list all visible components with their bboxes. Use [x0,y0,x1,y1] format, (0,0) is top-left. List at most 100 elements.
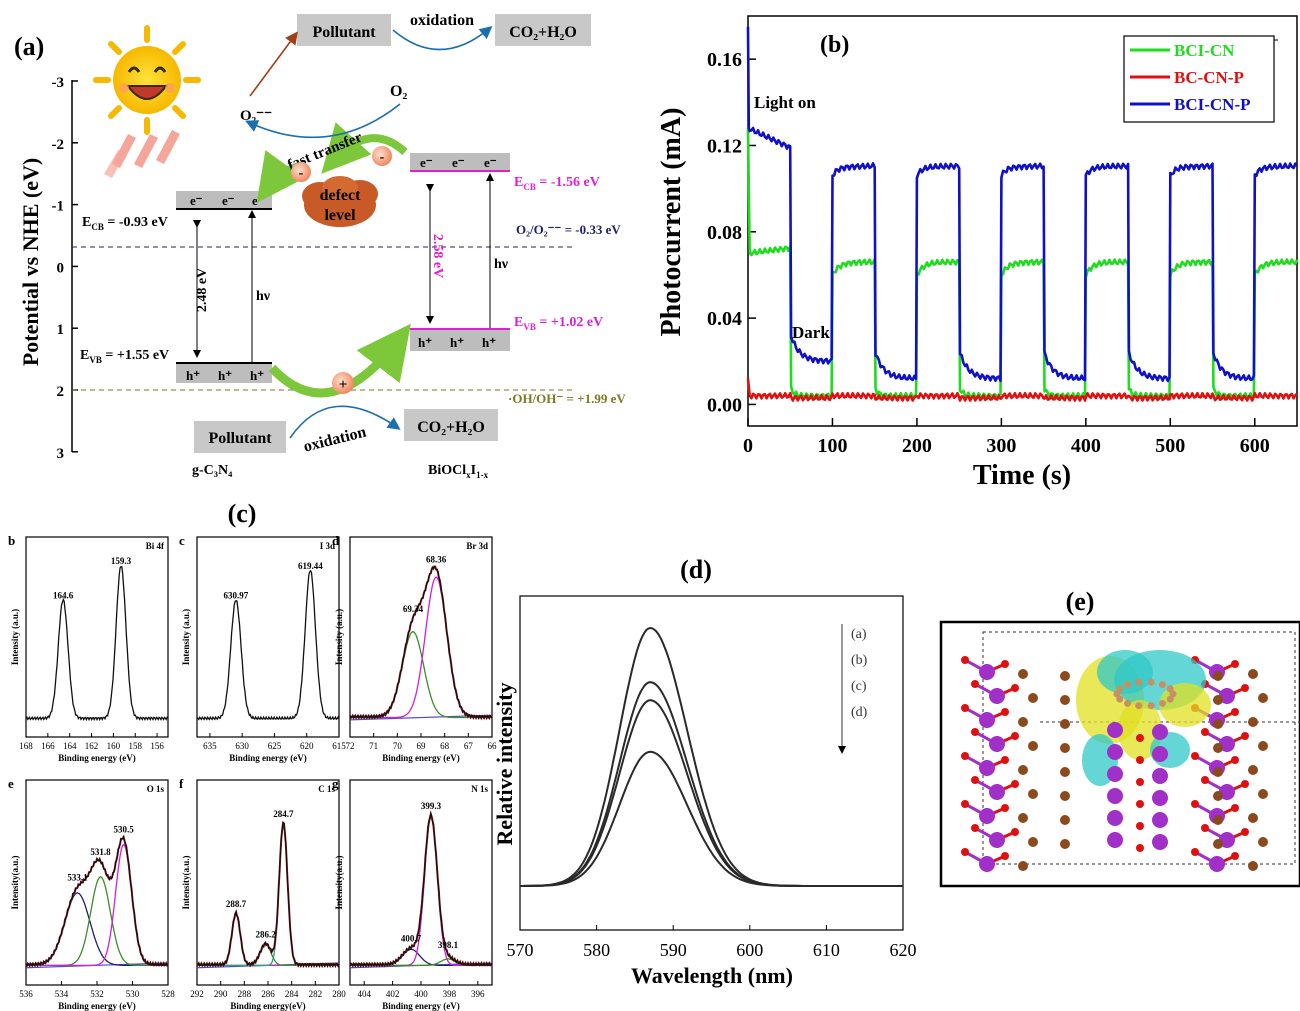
cl-atom [1258,789,1268,799]
cl-atom [1258,741,1268,751]
left-vb-holes: h⁺ h⁺ h⁺ [186,368,264,383]
xps-plot-frame [25,536,169,738]
cl-atom [1018,861,1028,871]
right-gap-label: 2.58 eV [430,234,445,278]
xps-xtick-label: 534 [55,989,69,999]
xps-fit-envelope [349,565,493,721]
cl-atom [1060,671,1070,681]
o-atom [971,824,979,832]
panel-b-ytick-label: 0.12 [707,135,742,157]
xps-x-axis-title: Binding energy (eV) [229,753,307,763]
bi-atom [1107,788,1123,804]
cl-atom [1028,789,1038,799]
panel-b-y-axis-title: Photocurrent (mA) [656,108,687,337]
cn-atom [1113,690,1121,698]
o-atom [961,800,969,808]
xps-spectrum [196,569,340,721]
xps-component-2 [26,843,168,967]
cl-atom [1060,695,1070,705]
xps-xtick-label: 528 [161,989,175,999]
bi-atom [1152,746,1168,762]
o-atom [1136,734,1144,742]
cl-atom [1248,765,1258,775]
hole-symbol: h⁺ [218,368,232,383]
o-atom [961,848,969,856]
panel-b-xtick-label: 400 [1071,435,1101,457]
panel-b-xtick-label: 100 [817,435,847,457]
bi-atom [989,736,1005,752]
cn-atom [1116,695,1124,703]
xps-xtick-label: 68 [440,741,450,751]
top-co2-label: CO₂+H₂O [509,24,577,41]
o-atom [971,680,979,688]
xps-xtick-label: 288 [238,989,252,999]
o-atom [1191,800,1199,808]
xps-xtick-label: 168 [19,741,33,751]
vb-transfer-arrow [268,323,411,398]
xps-xtick-label: 635 [203,741,217,751]
xps-xtick-label: 530 [126,989,140,999]
legend-entry: BCI-CN [1174,41,1235,60]
bi-atom [1152,834,1168,850]
pl-curve-3 [520,699,903,887]
cn-atom [1124,699,1132,707]
right-ecb-label: ECB = -1.56 eV [514,175,600,192]
xps-y-axis-title: Intensity(a.u.) [334,855,344,909]
xps-subplot-title: Bi 4f [146,541,165,551]
top-pollutant-label: Pollutant [312,24,376,41]
panel-a-ytick-label: 2 [57,384,65,400]
xps-peak-label: 68.36 [426,554,447,564]
xps-peak-label: 398.1 [438,940,459,950]
panel-a-ytick-label: -2 [52,137,65,153]
bottom-pollutant-label: Pollutant [208,430,272,447]
cn-atom [1169,690,1177,698]
left-cb-electrons: e⁻ e⁻ e⁻ [190,193,265,208]
cl-atom [1028,741,1038,751]
panel-b-series [746,26,1299,402]
cn-atom [1166,695,1174,703]
cl-atom [1213,839,1223,849]
panel-d-xtick-label: 620 [890,940,917,960]
bi-atom [989,784,1005,800]
o-atom [1011,684,1019,692]
hole-ball [332,372,354,394]
bottom-oxidation-label: oxidation [302,424,368,456]
xps-xtick-label: 156 [150,741,164,751]
right-cb-electrons: e⁻ e⁻ e⁻ [420,155,497,170]
panel-d-xtick-label: 610 [813,940,840,960]
hole-symbol: h⁺ [250,368,264,383]
bottom-co2-label: CO₂+H₂O [417,419,485,436]
cl-atom [1213,743,1223,753]
electron-ball-2-sign: - [380,150,385,165]
electron-ball-2 [372,146,392,166]
o-atom [1191,848,1199,856]
xps-xtick-label: 290 [214,989,228,999]
cl-atom [1258,693,1268,703]
panel-b-xtick-label: 500 [1155,435,1185,457]
o-atom [1136,822,1144,830]
top-oxidation-label: oxidation [410,12,474,29]
cl-atom [1018,717,1028,727]
panel-d-xtick-label: 580 [583,940,610,960]
cl-atom [1060,743,1070,753]
bi-atom [1152,768,1168,784]
panel-a-y-ticks: -3 -2 -1 0 1 2 3 [52,75,78,462]
panel-d-x-axis-title: Wavelength (nm) [631,963,793,988]
o-atom [1231,756,1239,764]
bi-atom [1152,812,1168,828]
o-atom [1231,660,1239,668]
xps-spectrum [196,821,340,968]
series-line-bc-cn-p [746,378,1298,402]
xps-xtick-label: 280 [332,989,346,999]
o2-label: O₂ [390,83,407,100]
left-material-label: g-C₃N₄ [192,463,233,478]
xps-xtick-label: 67 [464,741,474,751]
xps-y-axis-title: Intensity(a.u.) [181,855,191,909]
cl-atom [1018,813,1028,823]
panel-a-ytick-label: 1 [57,322,65,338]
xps-subplot-title: C 1s [318,784,335,794]
panel-d-y-axis-title: Relative intensity [492,682,517,845]
panel-c-label: (c) [228,499,257,528]
panel-c-xps-spectra: (c) b Bi 4f Intensity (a.u.) Binding energy… [8,499,497,1011]
left-cb-band [176,191,272,209]
